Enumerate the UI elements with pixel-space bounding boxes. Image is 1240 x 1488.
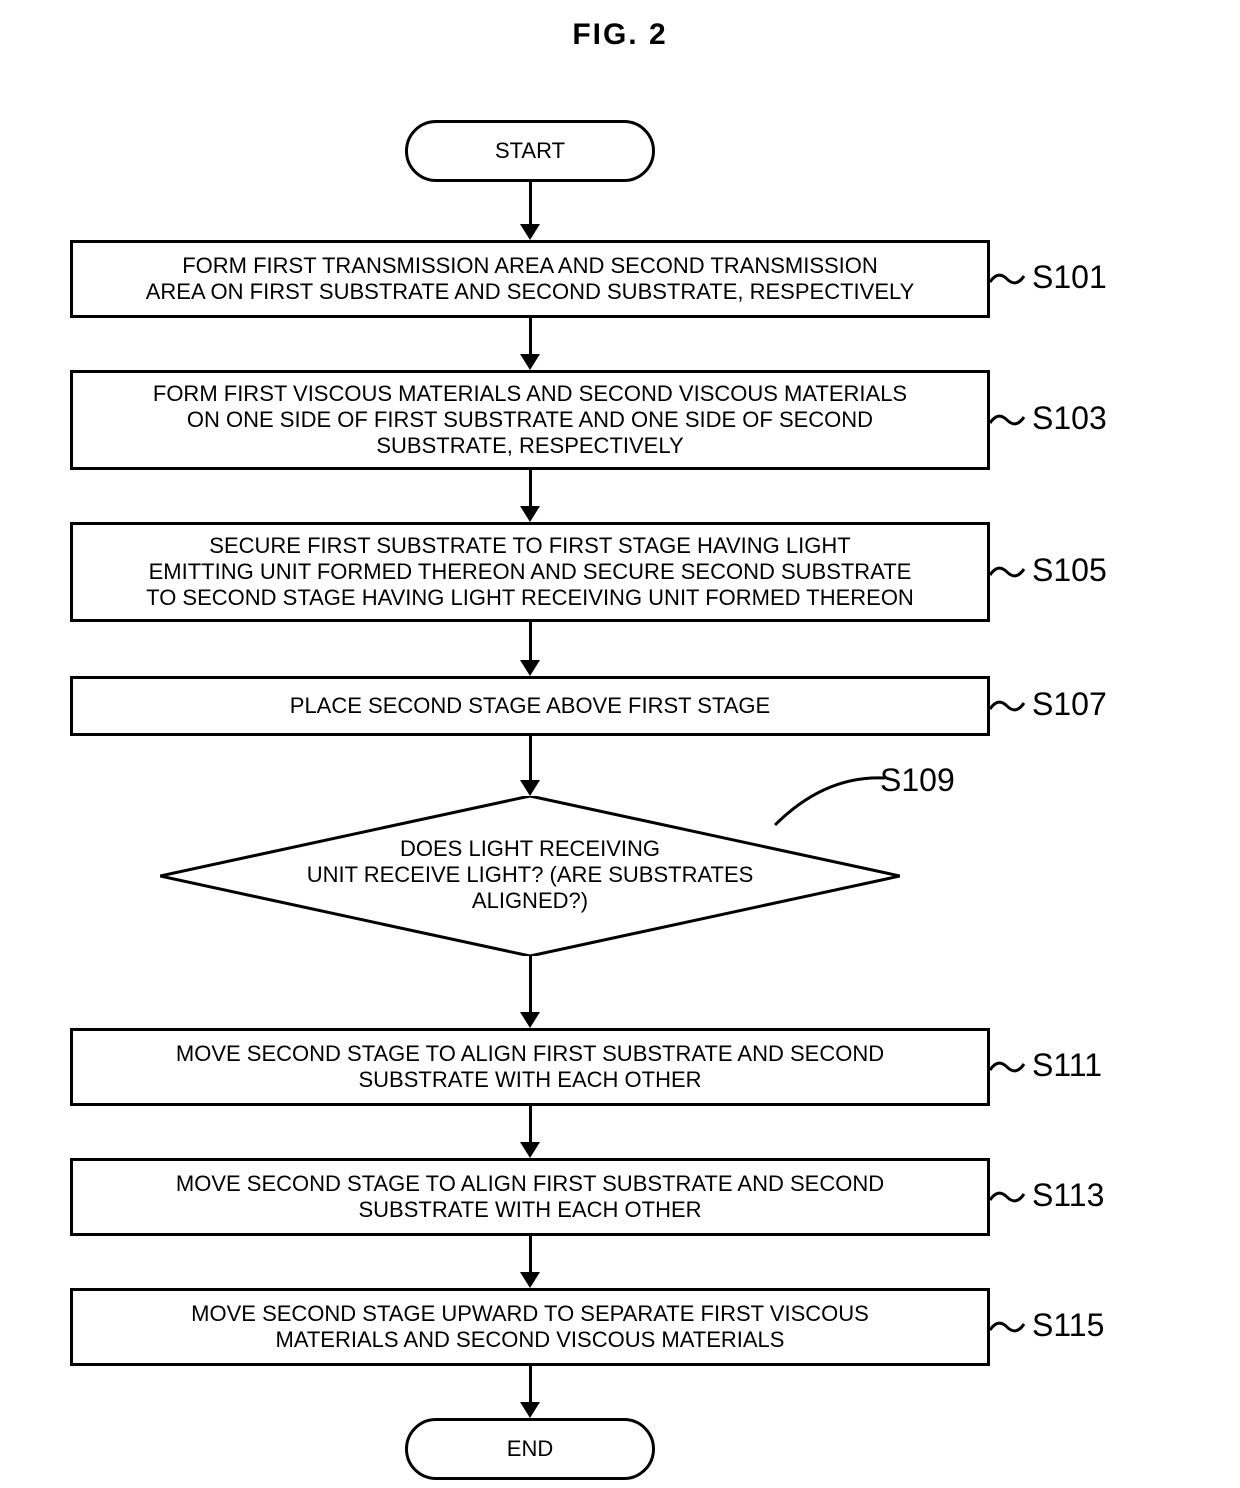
process-text: FORM FIRST TRANSMISSION AREA AND SECOND … [146,253,915,305]
terminal-start: START [405,120,655,182]
arrowhead-4 [520,780,540,796]
process-s111: MOVE SECOND STAGE TO ALIGN FIRST SUBSTRA… [70,1028,990,1106]
arrowhead-6 [520,1142,540,1158]
process-text: PLACE SECOND STAGE ABOVE FIRST STAGE [290,693,770,719]
tilde-s103 [988,409,1026,431]
decision-text: DOES LIGHT RECEIVINGUNIT RECEIVE LIGHT? … [160,836,900,914]
label-s111: S111 [1032,1047,1102,1084]
arrowhead-1 [520,354,540,370]
process-s103: FORM FIRST VISCOUS MATERIALS AND SECOND … [70,370,990,470]
tilde-s107 [988,695,1026,717]
label-s115: S115 [1032,1307,1104,1344]
tilde-s113 [988,1186,1026,1208]
label-s107: S107 [1032,686,1107,723]
process-s101: FORM FIRST TRANSMISSION AREA AND SECOND … [70,240,990,318]
tilde-s101 [988,268,1026,290]
process-s113: MOVE SECOND STAGE TO ALIGN FIRST SUBSTRA… [70,1158,990,1236]
process-text: SECURE FIRST SUBSTRATE TO FIRST STAGE HA… [146,533,914,611]
tilde-s105 [988,561,1026,583]
label-s113: S113 [1032,1177,1104,1214]
process-s115: MOVE SECOND STAGE UPWARD TO SEPARATE FIR… [70,1288,990,1366]
tilde-s111 [988,1056,1026,1078]
arrowhead-8 [520,1402,540,1418]
leader-s109 [770,770,890,830]
arrowhead-7 [520,1272,540,1288]
edge-6 [529,1106,532,1142]
tilde-s115 [988,1316,1026,1338]
edge-1 [529,318,532,354]
arrowhead-2 [520,506,540,522]
process-text: MOVE SECOND STAGE TO ALIGN FIRST SUBSTRA… [176,1171,884,1223]
edge-5 [529,956,532,1012]
figure-title: FIG. 2 [0,18,1240,52]
process-s105: SECURE FIRST SUBSTRATE TO FIRST STAGE HA… [70,522,990,622]
arrowhead-0 [520,224,540,240]
label-s109: S109 [880,762,955,799]
label-s101: S101 [1032,259,1107,296]
label-s103: S103 [1032,400,1107,437]
label-s105: S105 [1032,552,1107,589]
process-s107: PLACE SECOND STAGE ABOVE FIRST STAGE [70,676,990,736]
arrowhead-3 [520,660,540,676]
edge-0 [529,182,532,224]
edge-3 [529,622,532,660]
edge-4 [529,736,532,780]
process-text: FORM FIRST VISCOUS MATERIALS AND SECOND … [153,381,907,459]
arrowhead-5 [520,1012,540,1028]
flowchart-canvas: FIG. 2 START FORM FIRST TRANSMISSION ARE… [0,0,1240,1488]
edge-2 [529,470,532,506]
edge-8 [529,1366,532,1402]
process-text: MOVE SECOND STAGE TO ALIGN FIRST SUBSTRA… [176,1041,884,1093]
process-text: MOVE SECOND STAGE UPWARD TO SEPARATE FIR… [191,1301,869,1353]
terminal-end: END [405,1418,655,1480]
edge-7 [529,1236,532,1272]
